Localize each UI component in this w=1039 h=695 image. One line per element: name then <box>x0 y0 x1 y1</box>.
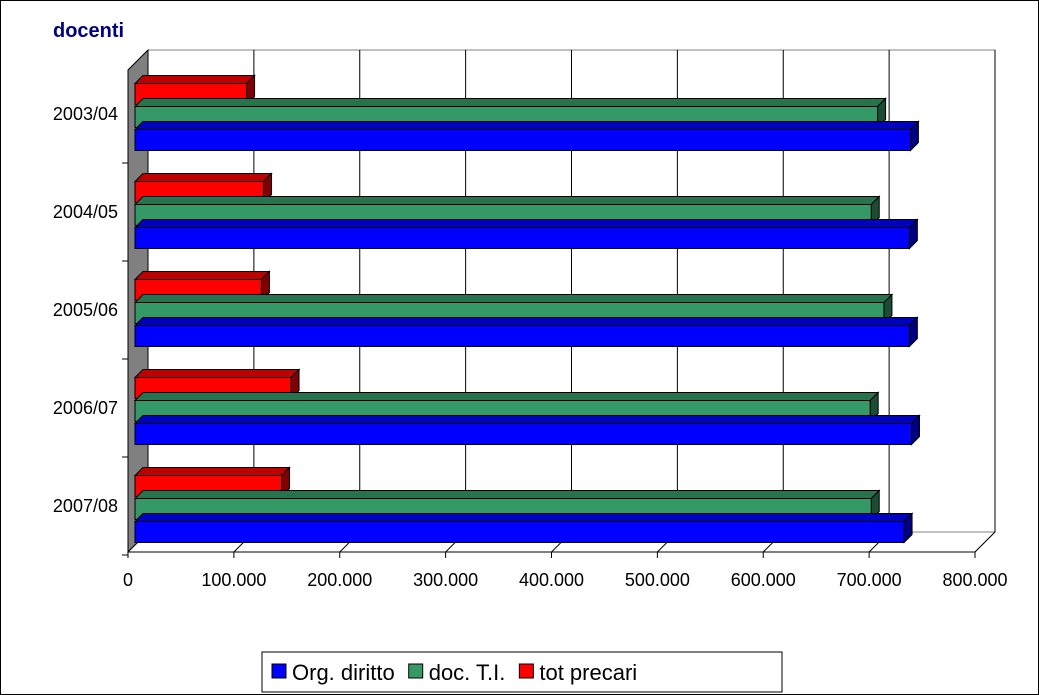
bar-top-face <box>133 369 301 378</box>
y-tick-label: 2007/08 <box>53 496 118 516</box>
bar <box>134 129 911 151</box>
y-tick-label: 2006/07 <box>53 398 118 418</box>
bar-top-face <box>133 173 273 182</box>
y-tick-label: 2004/05 <box>53 202 118 222</box>
floor-gridline <box>974 531 996 553</box>
legend-label: Org. diritto <box>292 660 395 685</box>
legend-label: tot precari <box>539 660 637 685</box>
bar-top-face <box>133 219 919 228</box>
bar <box>134 325 910 347</box>
bar-top-face <box>133 98 887 107</box>
x-tick-label: 700.000 <box>837 570 902 590</box>
bar-top-face <box>133 75 256 84</box>
bar-top-face <box>133 467 291 476</box>
bar <box>134 521 905 543</box>
x-tick-label: 0 <box>123 570 133 590</box>
x-tick-label: 300.000 <box>413 570 478 590</box>
x-tick-label: 600.000 <box>731 570 796 590</box>
bar-top-face <box>133 294 894 303</box>
y-tick-label: 2003/04 <box>53 104 118 124</box>
bar-top-face <box>133 196 881 205</box>
x-tick-label: 400.000 <box>519 570 584 590</box>
bar-top-face <box>133 490 881 499</box>
legend-swatch <box>271 663 287 679</box>
bar <box>134 227 910 249</box>
legend-label: doc. T.I. <box>429 660 506 685</box>
bar-top-face <box>133 271 271 280</box>
bar-top-face <box>133 121 920 130</box>
bar-top-face <box>133 415 921 424</box>
bar-top-face <box>133 317 919 326</box>
x-tick-label: 800.000 <box>942 570 1007 590</box>
bar <box>134 423 912 445</box>
bar-top-face <box>133 513 914 522</box>
legend-swatch <box>518 663 534 679</box>
chart-title: docenti <box>53 20 124 42</box>
x-tick-label: 100.000 <box>201 570 266 590</box>
legend-swatch <box>408 663 424 679</box>
bar-top-face <box>133 392 880 401</box>
x-tick-label: 200.000 <box>307 570 372 590</box>
x-tick-label: 500.000 <box>625 570 690 590</box>
y-tick-label: 2005/06 <box>53 300 118 320</box>
